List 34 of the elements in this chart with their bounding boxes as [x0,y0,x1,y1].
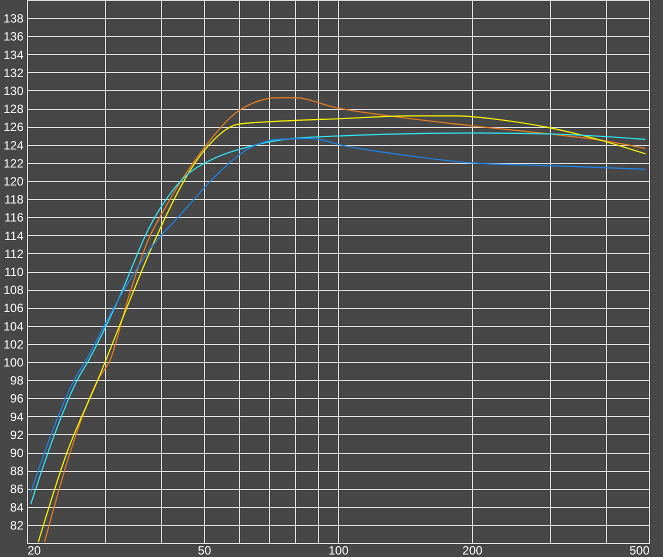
y-tick-label: 96 [10,392,24,406]
y-tick-label: 134 [3,48,24,62]
x-tick-label: 200 [462,544,483,557]
x-tick-label: 500 [629,544,650,557]
y-tick-label: 86 [10,482,24,496]
y-tick-label: 88 [10,464,24,478]
y-tick-label: 130 [3,84,24,98]
y-tick-label: 94 [10,410,24,424]
y-tick-label: 108 [3,283,24,298]
x-tick-label: 50 [198,544,212,557]
y-tick-label: 132 [3,66,24,80]
y-tick-label: 138 [3,12,24,26]
y-tick-label: 100 [3,356,24,370]
y-tick-label: 126 [3,120,24,134]
y-tick-label: 120 [3,174,24,188]
y-tick-label: 114 [4,228,24,243]
y-tick-label: 82 [10,518,24,532]
x-tick-label: 20 [28,544,42,557]
y-tick-label: 102 [3,337,24,352]
y-tick-label: 136 [3,30,24,44]
y-tick-label: 112 [4,246,24,261]
y-tick-label: 98 [10,374,24,388]
x-tick-label: 100 [328,544,349,557]
y-tick-label: 84 [10,500,24,514]
y-tick-label: 116 [4,210,24,225]
y-tick-label: 122 [3,156,24,170]
y-tick-label: 110 [4,265,24,279]
y-tick-label: 128 [3,102,24,116]
y-tick-label: 92 [10,428,24,442]
y-tick-label: 104 [3,319,24,334]
y-tick-label: 106 [3,301,24,316]
y-tick-label: 124 [3,138,24,152]
y-tick-label: 90 [10,446,24,460]
y-tick-label: 118 [4,192,24,207]
